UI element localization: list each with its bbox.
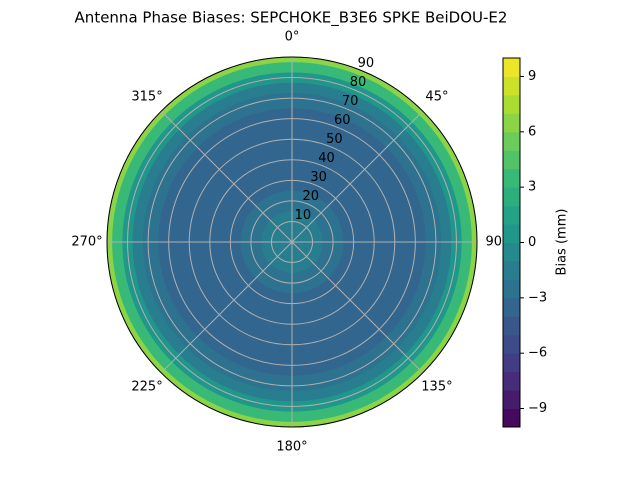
colorbar-segment — [503, 334, 520, 354]
colorbar-segment — [503, 131, 520, 151]
colorbar-label: Bias (mm) — [555, 209, 570, 276]
colorbar-segment — [503, 224, 520, 243]
colorbar-segment — [503, 150, 520, 170]
angular-grid — [160, 110, 293, 243]
radial-tick-label: 10 — [295, 208, 312, 223]
chart-title: Antenna Phase Biases: SEPCHOKE_B3E6 SPKE… — [75, 9, 508, 28]
colorbar-tick-label: 6 — [528, 124, 536, 139]
colorbar-segment — [503, 94, 520, 114]
radial-tick-label: 90 — [358, 56, 375, 71]
colorbar-tick-label: −6 — [528, 346, 547, 361]
radial-tick-label: 40 — [318, 151, 335, 166]
colorbar-segment — [503, 187, 520, 207]
colorbar-tick-label: 9 — [528, 69, 536, 84]
colorbar-segment — [503, 242, 520, 262]
colorbar-segment — [503, 408, 520, 428]
colorbar-segment — [503, 76, 520, 96]
radial-tick-label: 60 — [334, 113, 351, 128]
radial-tick-label: 80 — [350, 75, 367, 90]
angle-tick-label: 135° — [421, 379, 452, 394]
colorbar-segment — [503, 168, 520, 188]
colorbar-segment — [503, 58, 520, 77]
polar-frame — [106, 56, 478, 428]
angular-grid — [291, 241, 424, 374]
angle-tick-label: 180° — [276, 440, 307, 455]
colorbar-segment — [503, 371, 520, 391]
colorbar-segment — [503, 353, 520, 373]
colorbar-tick-label: 0 — [528, 235, 536, 250]
colorbar-segment — [503, 279, 520, 299]
colorbar-tick-label: −3 — [528, 290, 547, 305]
colorbar-segment — [503, 316, 520, 336]
radial-tick-label: 20 — [303, 189, 320, 204]
angular-grid — [160, 241, 293, 374]
colorbar-segment — [503, 390, 520, 410]
colorbar-segment — [503, 113, 520, 133]
colorbar-tick-label: −9 — [528, 401, 547, 416]
angle-tick-label: 45° — [425, 90, 448, 105]
angle-tick-label: 0° — [285, 30, 300, 45]
colorbar-segment — [503, 205, 520, 225]
radial-tick-label: 30 — [310, 170, 327, 185]
colorbar-segment — [503, 297, 520, 317]
angle-tick-label: 225° — [131, 379, 162, 394]
angle-tick-label: 270° — [71, 235, 102, 250]
colorbar-tick-label: 3 — [528, 180, 536, 195]
radial-tick-label: 70 — [342, 94, 359, 109]
colorbar-segment — [503, 260, 520, 280]
angle-tick-label: 315° — [131, 90, 162, 105]
angular-grid — [291, 110, 424, 243]
radial-tick-label: 50 — [326, 132, 343, 147]
